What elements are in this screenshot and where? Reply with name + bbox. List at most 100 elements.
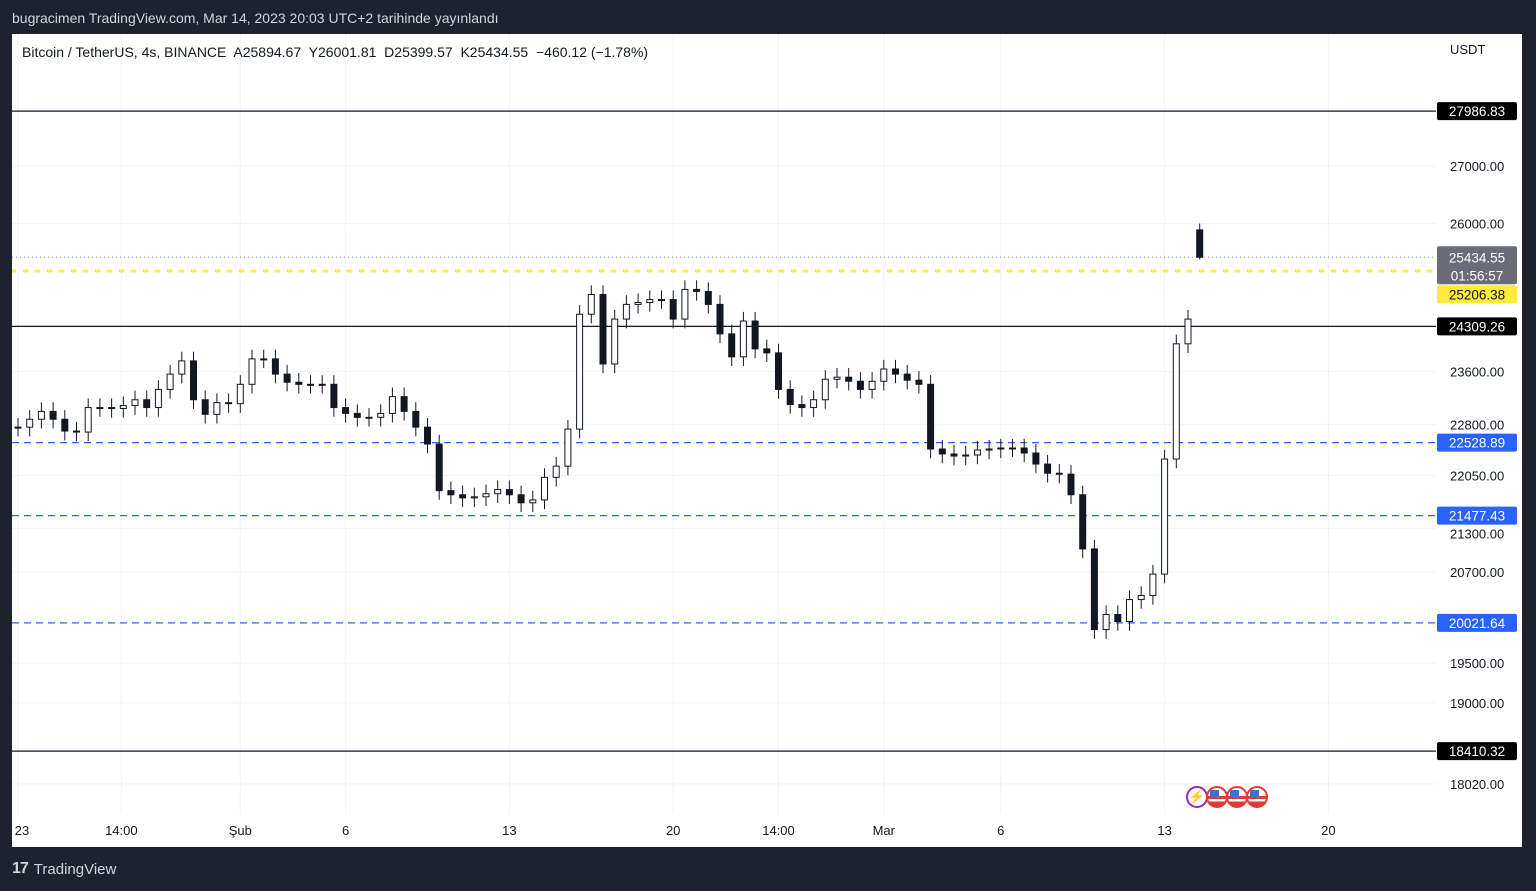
x-tick-label: 6 [997, 823, 1004, 838]
candle-body [190, 360, 197, 401]
candle-body [693, 288, 701, 292]
level-price-label: 21477.43 [1449, 509, 1505, 524]
y-tick-label: 22800.00 [1450, 417, 1504, 432]
candle-body [973, 449, 981, 456]
candle-body [564, 428, 572, 467]
y-tick-label: 22050.00 [1450, 468, 1504, 483]
countdown-label: 01:56:57 [1451, 268, 1504, 283]
symbol-name[interactable]: Bitcoin / TetherUS, 4s, BINANCE [22, 44, 227, 60]
candle-body [541, 476, 548, 501]
candle-body [1079, 494, 1087, 550]
candle-body [681, 288, 689, 320]
close-value: K25434.55 [460, 44, 529, 60]
x-tick-label: 14:00 [762, 823, 795, 838]
candle-body [798, 404, 806, 409]
candle-body [903, 373, 911, 381]
y-tick-label: 20700.00 [1450, 565, 1504, 580]
low-value: D25399.57 [384, 44, 453, 60]
candle-body [37, 410, 45, 420]
symbol-legend: Bitcoin / TetherUS, 4s, BINANCE A25894.6… [22, 44, 648, 60]
level-price-label: 18410.32 [1449, 744, 1505, 759]
level-price-label-bg [1437, 742, 1517, 761]
candle-body [669, 299, 677, 320]
candle-body [1044, 463, 1052, 474]
candle-body [1114, 614, 1122, 623]
candle-body [84, 407, 92, 433]
candle-body [927, 383, 935, 450]
candle-body [108, 407, 116, 410]
candle-body [154, 388, 162, 409]
candle-body [330, 383, 338, 409]
candle-body [505, 489, 513, 496]
level-price-label-bg [1437, 433, 1517, 452]
candle-body [49, 410, 57, 420]
candle-body [1149, 573, 1157, 596]
candle-body [739, 320, 747, 358]
change-value: −460.12 (−1.78%) [535, 44, 649, 60]
candle-body [412, 410, 420, 428]
candle-body [587, 293, 595, 315]
candle-body [143, 399, 151, 409]
candle-body [166, 373, 174, 390]
level-price-label: 24309.26 [1449, 319, 1505, 334]
candle-body [552, 465, 560, 478]
candle-body [1090, 548, 1098, 631]
candle-body [260, 358, 268, 361]
y-tick-label: 19500.00 [1450, 656, 1504, 671]
lightning-icon[interactable]: ⚡ [1186, 786, 1208, 808]
candle-body [821, 378, 829, 401]
us-flag-icon[interactable] [1226, 786, 1248, 808]
candle-body [950, 453, 958, 457]
candle-body [1184, 318, 1192, 345]
us-flag-icon[interactable] [1206, 786, 1228, 808]
candle-body [14, 426, 22, 429]
price-chart[interactable]: 23 14:00 Şub 6 13 20 14:00 Mar 6 13 20 25434.55 01:5… [12, 34, 1522, 847]
candle-body [1032, 452, 1040, 465]
y-tick-label: 23600.00 [1450, 365, 1504, 380]
currency-unit[interactable]: USDT [1450, 42, 1486, 57]
candle-body [271, 358, 279, 375]
candle-body [353, 412, 361, 418]
publish-info: bugracimen TradingView.com, Mar 14, 2023… [12, 10, 499, 26]
candle-body [763, 348, 771, 354]
level-price-label-bg [1437, 613, 1517, 632]
candle-body [962, 454, 970, 457]
candle-body [786, 388, 794, 406]
candle-body [1102, 614, 1110, 631]
candle-body [178, 360, 186, 375]
candle-body [225, 402, 233, 405]
candle-body [482, 493, 490, 498]
chart-panel[interactable]: 23 14:00 Şub 6 13 20 14:00 Mar 6 13 20 25434.55 01:5… [12, 34, 1522, 847]
candle-body [307, 383, 314, 386]
high-value: Y26001.81 [308, 44, 377, 60]
candle-body [470, 496, 478, 499]
candle-body [775, 352, 782, 390]
candle-body [1020, 447, 1028, 454]
candle-body [388, 396, 396, 414]
last-price-label: 25434.55 [1449, 250, 1505, 265]
candle-body [716, 303, 724, 335]
footer: 17 TradingView [12, 860, 116, 878]
candle-body [283, 373, 291, 383]
level-price-label-bg [1437, 317, 1517, 336]
economic-events[interactable]: ⚡ [1186, 786, 1268, 808]
candle-body [880, 368, 888, 382]
candle-body [131, 399, 139, 407]
last-price-bg [1437, 246, 1517, 285]
tradingview-logo-icon[interactable]: 17 [12, 860, 29, 877]
candle-body [236, 383, 244, 405]
level-price-label-bg [1437, 102, 1517, 121]
level-price-label: 22528.89 [1449, 436, 1505, 451]
candle-body [213, 402, 221, 415]
candle-body [435, 443, 443, 492]
candle-body [892, 368, 899, 375]
x-tick-label: 6 [342, 823, 349, 838]
us-flag-icon[interactable] [1246, 786, 1268, 808]
candle-body [634, 301, 642, 305]
candle-body [365, 416, 373, 419]
candle-body [459, 494, 467, 499]
x-tick-label: 14:00 [105, 823, 138, 838]
brand-name[interactable]: TradingView [33, 860, 117, 878]
level-price-label: 27986.83 [1449, 104, 1505, 119]
y-tick-label: 26000.00 [1450, 217, 1504, 232]
